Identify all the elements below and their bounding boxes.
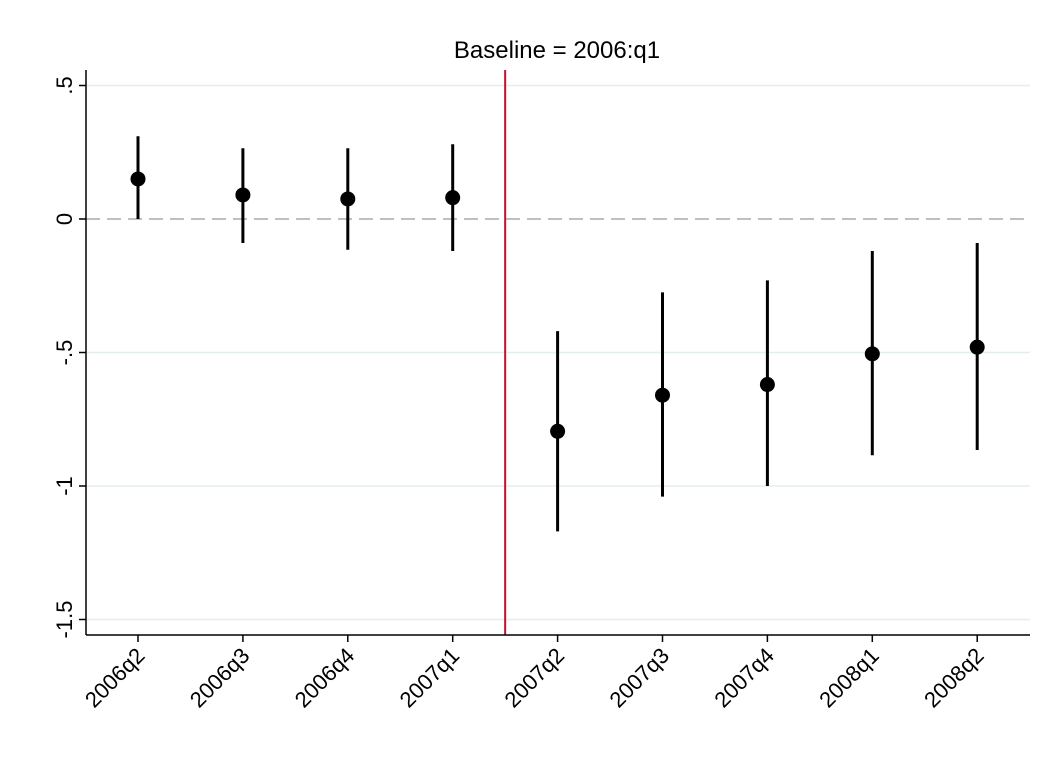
point-estimate [969,339,985,355]
x-tick-label: 2008q2 [919,643,989,713]
y-tick-label: -.5 [52,340,77,366]
x-tick-label: 2006q2 [80,643,150,713]
point-estimate [655,387,670,403]
x-tick-label: 2007q4 [709,643,779,713]
y-tick-label: -1 [52,476,77,496]
chart-title: Baseline = 2006:q1 [454,37,660,64]
point-estimate [130,171,146,187]
point-estimate [340,191,356,207]
y-tick-label: -1.5 [52,601,77,639]
data-marks [130,136,985,532]
x-tick-label: 2008q1 [814,643,884,713]
y-axis-ticks: .5 0 -.5 -1 -1.5 [52,76,86,638]
point-estimate [235,187,251,203]
x-tick-label: 2007q2 [500,643,570,713]
x-tick-label: 2007q3 [604,643,674,713]
point-estimate [864,346,880,362]
x-tick-label: 2006q3 [185,643,255,713]
y-tick-label: .5 [52,76,77,94]
point-estimate [445,190,461,206]
x-tick-label: 2006q4 [290,643,360,713]
x-tick-label: 2007q1 [395,643,465,713]
y-tick-label: 0 [52,213,77,225]
point-estimate [759,377,775,393]
x-axis-ticks: 2006q2 2006q3 2006q4 2007q1 2007q2 2007q3 2007… [80,635,989,712]
point-estimate [550,423,566,439]
